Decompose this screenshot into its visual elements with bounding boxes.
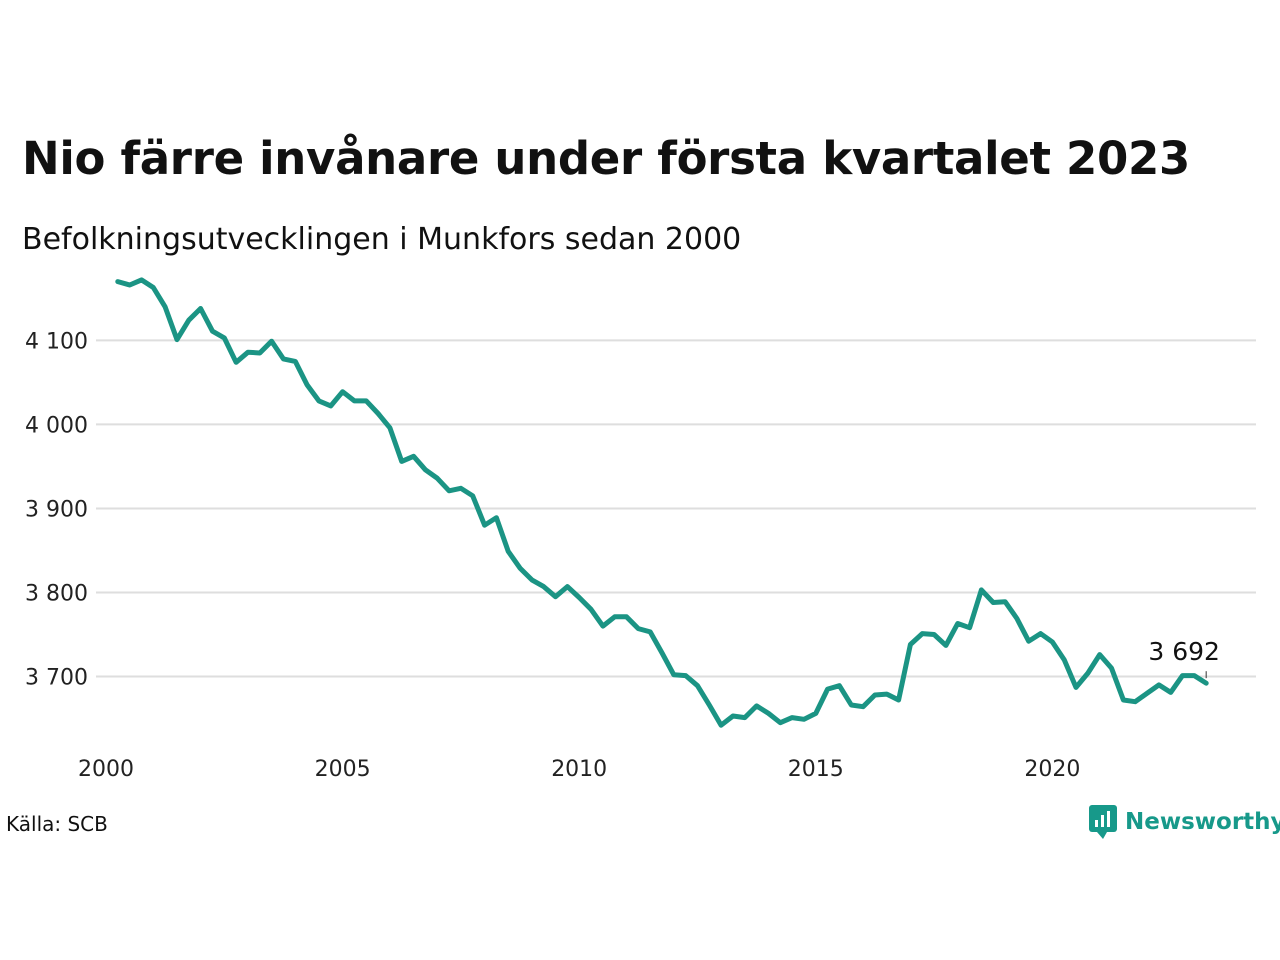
x-tick-label: 2015 <box>788 757 844 782</box>
chart-subtitle: Befolkningsutvecklingen i Munkfors sedan… <box>22 222 742 257</box>
population-line <box>115 277 1209 728</box>
y-axis-labels: 3 700 3 800 3 900 4 000 4 100 <box>25 329 88 690</box>
y-tick-label: 3 900 <box>25 497 88 522</box>
y-tick-label: 4 000 <box>25 413 88 438</box>
y-tick-label: 3 700 <box>25 665 88 690</box>
gridlines <box>96 339 1256 678</box>
x-tick-label: 2010 <box>551 757 607 782</box>
x-axis-labels: 2000 2005 2010 2015 2020 <box>78 757 1080 782</box>
last-value-annotation: 3 692 <box>1148 637 1220 679</box>
x-tick-label: 2000 <box>78 757 134 782</box>
y-tick-label: 3 800 <box>25 581 88 606</box>
y-tick-label: 4 100 <box>25 329 88 354</box>
source-note: Källa: SCB <box>6 812 108 836</box>
newsworthy-logo: Newsworthy <box>1088 804 1280 840</box>
newsworthy-icon <box>1089 805 1117 839</box>
brand-name: Newsworthy <box>1125 809 1280 835</box>
x-tick-label: 2020 <box>1024 757 1080 782</box>
x-tick-label: 2005 <box>315 757 371 782</box>
chart-title: Nio färre invånare under första kvartale… <box>22 132 1191 185</box>
annotation-label: 3 692 <box>1148 637 1220 666</box>
